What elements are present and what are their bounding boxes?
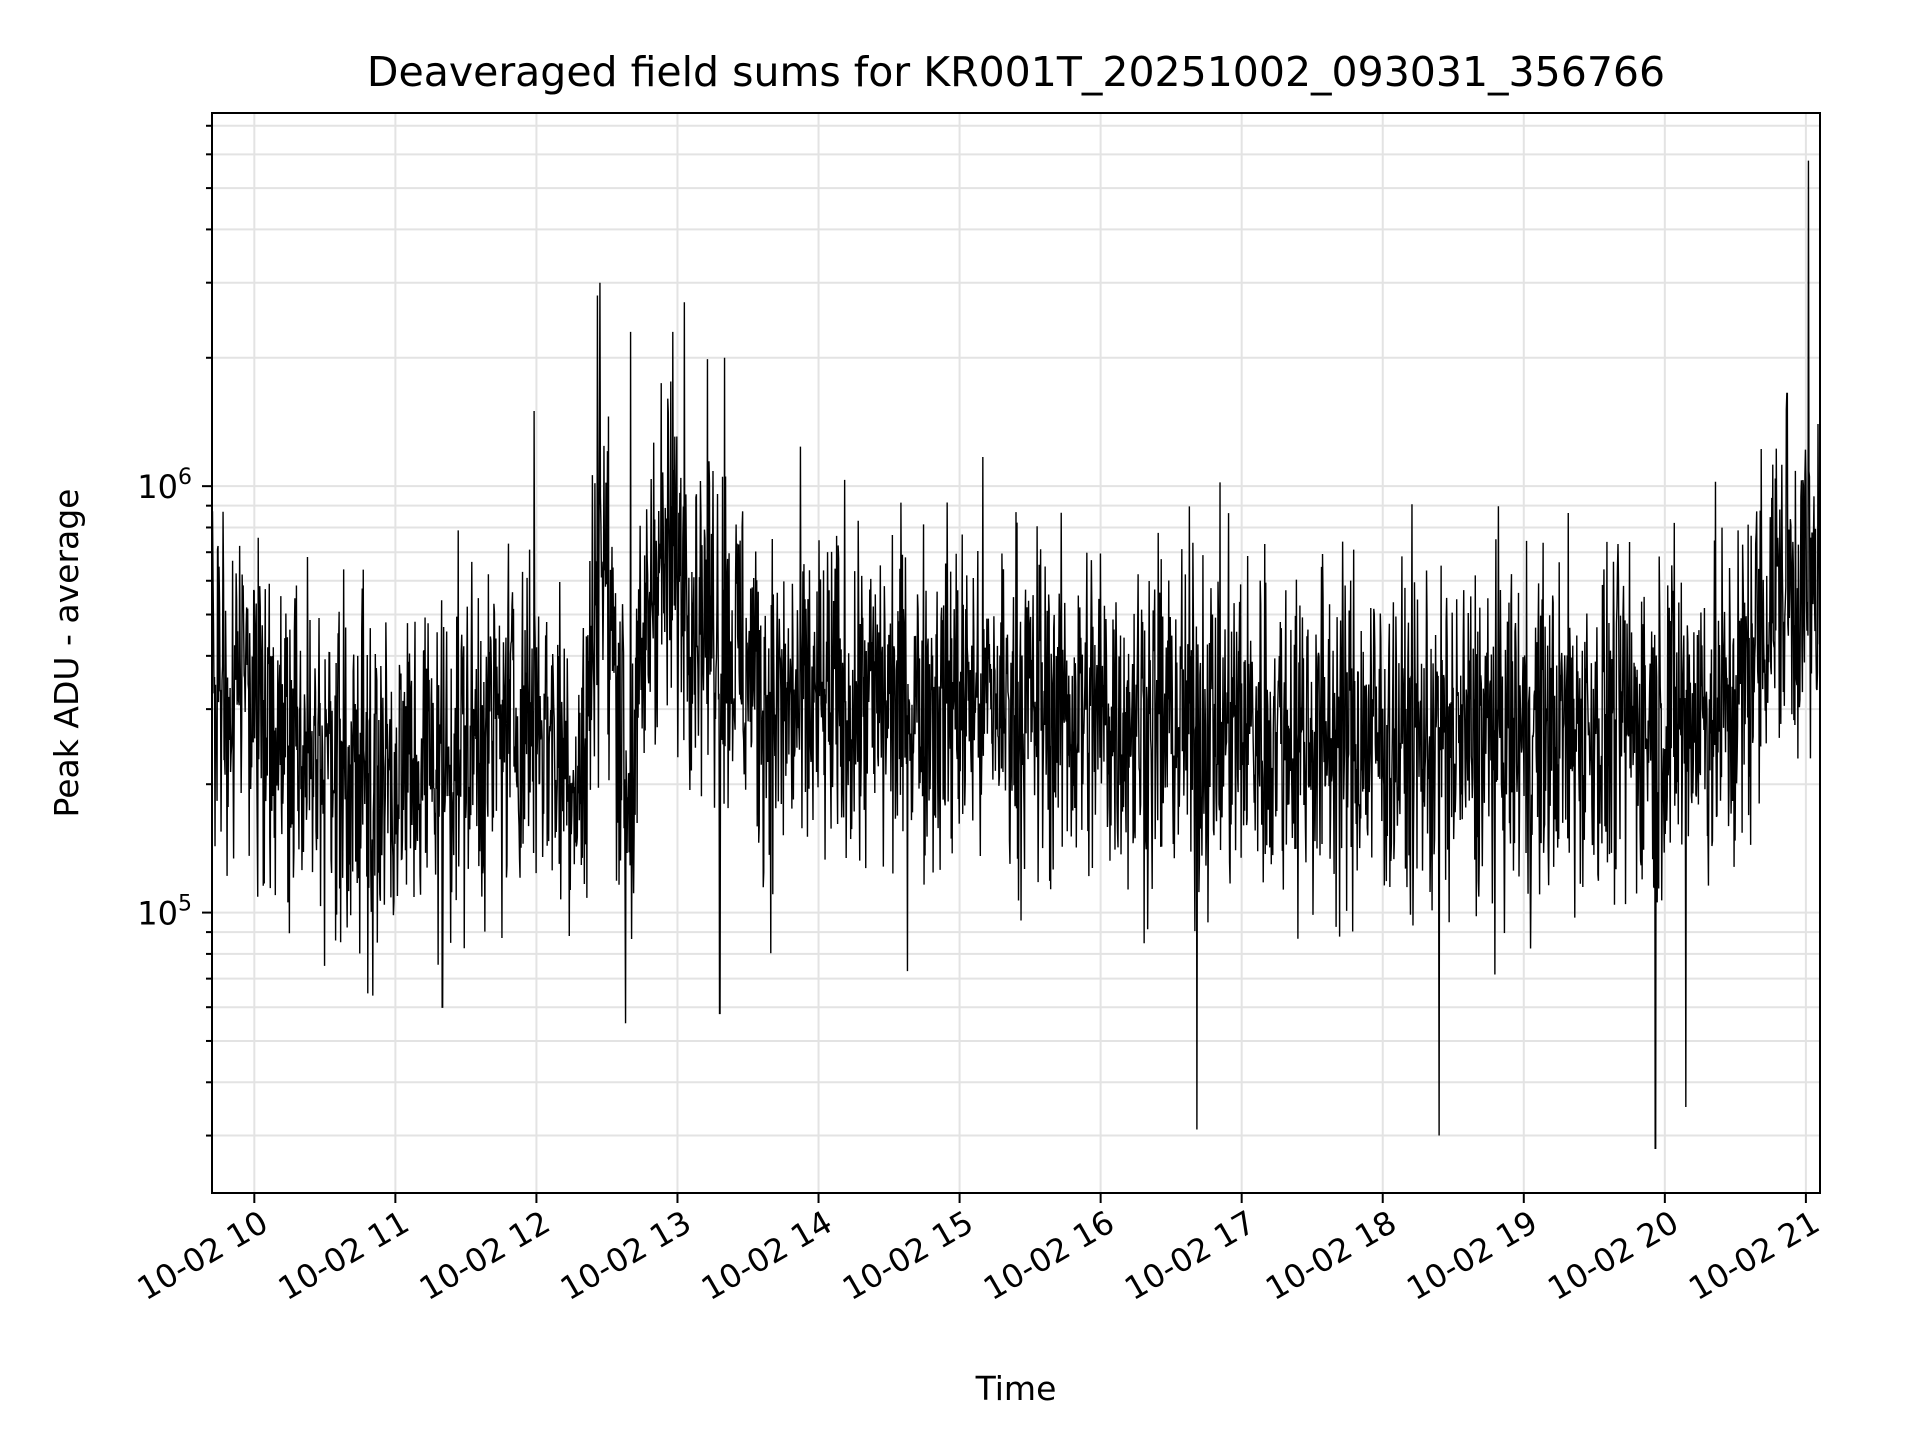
chart-title: Deaveraged field sums for KR001T_2025100… [367, 48, 1665, 96]
y-tick-label: 105 [137, 892, 192, 933]
series-layer [211, 160, 1821, 1150]
x-axis-label: Time [975, 1369, 1057, 1408]
y-axis: 105 106 [137, 124, 212, 1137]
y-tick-label: 106 [137, 465, 192, 506]
plot-frame [211, 112, 1821, 1194]
y-axis-label: Peak ADU - average [47, 489, 86, 818]
series-line [211, 160, 1821, 1150]
